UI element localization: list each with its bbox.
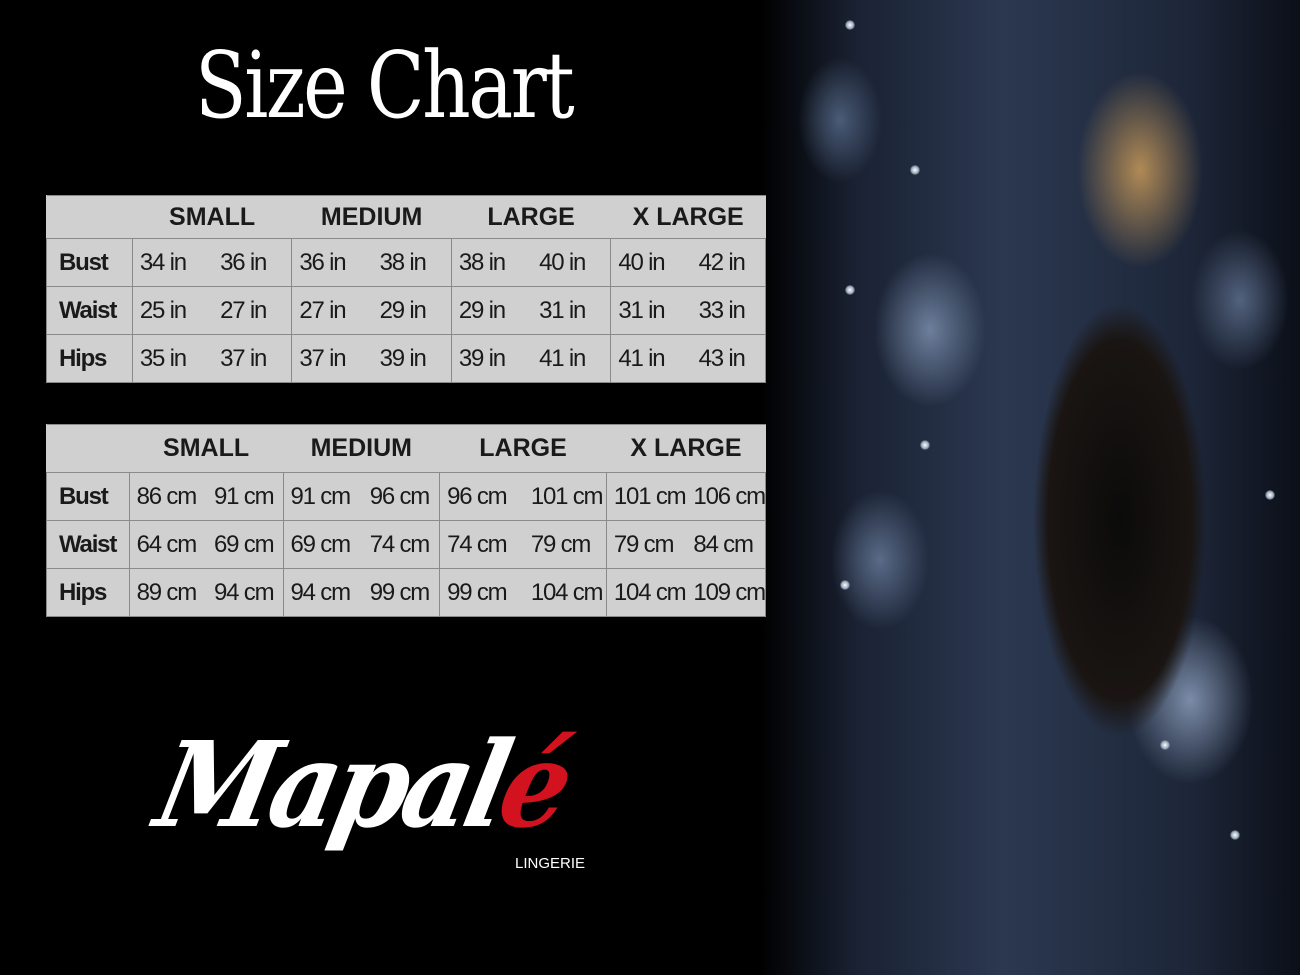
measurement-cell: 38 in — [371, 238, 452, 287]
measurement-cell: 99 cm — [361, 568, 441, 617]
table-row: Hips 35 in 37 in 37 in 39 in 39 in 41 in 41 in 4… — [46, 334, 766, 383]
measurement-cell: 40 in — [610, 238, 691, 287]
tufted-button — [910, 165, 920, 175]
measurement-cell: 96 cm — [439, 472, 523, 521]
table-row: Hips 89 cm 94 cm 94 cm 99 cm 99 cm 104 cm 104 c… — [46, 568, 766, 617]
table-row: Bust 34 in 36 in 36 in 38 in 38 in 40 in 40 in 4… — [46, 238, 766, 287]
size-header: MEDIUM — [291, 195, 452, 239]
tufted-button — [845, 285, 855, 295]
measurement-cell: 94 cm — [206, 568, 284, 617]
table-row: Waist 64 cm 69 cm 69 cm 74 cm 74 cm 79 cm 79 cm… — [46, 520, 767, 569]
measurement-cell: 94 cm — [282, 568, 362, 617]
tufted-button — [920, 440, 930, 450]
measurement-cell: 91 cm — [206, 472, 284, 521]
measurement-cell: 33 in — [690, 286, 766, 335]
row-label: Waist — [46, 286, 133, 335]
measurement-cell: 25 in — [131, 286, 213, 335]
measurement-cell: 106 cm — [685, 472, 766, 521]
measurement-cell: 31 in — [531, 286, 612, 335]
measurement-cell: 69 cm — [206, 520, 284, 569]
model-figure — [970, 40, 1270, 940]
measurement-cell: 39 in — [450, 334, 532, 383]
measurement-cell: 99 cm — [439, 568, 523, 617]
measurement-cell: 96 cm — [361, 472, 441, 521]
measurement-cell: 74 cm — [361, 520, 441, 569]
measurement-cell: 79 cm — [605, 520, 686, 569]
measurement-cell: 64 cm — [128, 520, 207, 569]
measurement-cell: 74 cm — [439, 520, 523, 569]
model-photo — [760, 0, 1300, 975]
size-header: SMALL — [132, 195, 292, 239]
tufted-button — [840, 580, 850, 590]
measurement-cell: 29 in — [371, 286, 452, 335]
measurement-cell: 39 in — [371, 334, 452, 383]
size-table-cm: SMALL MEDIUM LARGE X LARGE Bust 86 cm 91 cm 91 … — [46, 424, 766, 617]
row-label: Hips — [46, 334, 133, 383]
measurement-cell: 42 in — [690, 238, 766, 287]
row-label: Bust — [46, 472, 130, 521]
corner-cell — [46, 424, 130, 473]
size-header: LARGE — [451, 195, 611, 239]
measurement-cell: 101 cm — [522, 472, 607, 521]
header-row: SMALL MEDIUM LARGE X LARGE — [46, 424, 766, 473]
measurement-cell: 36 in — [212, 238, 293, 287]
measurement-cell: 86 cm — [128, 472, 207, 521]
corner-cell — [46, 195, 133, 239]
page-title: Size Chart — [195, 32, 575, 139]
measurement-cell: 37 in — [291, 334, 372, 383]
size-header: X LARGE — [610, 195, 766, 239]
brand-logo: Mapalé — [145, 715, 580, 854]
measurement-cell: 79 cm — [522, 520, 607, 569]
measurement-cell: 27 in — [291, 286, 372, 335]
header-row: SMALL MEDIUM LARGE X LARGE — [46, 195, 766, 239]
size-header: X LARGE — [606, 424, 766, 473]
measurement-cell: 109 cm — [685, 568, 766, 617]
size-header: MEDIUM — [283, 424, 440, 473]
size-header: LARGE — [439, 424, 607, 473]
measurement-cell: 27 in — [212, 286, 293, 335]
measurement-cell: 91 cm — [282, 472, 362, 521]
measurement-cell: 36 in — [291, 238, 372, 287]
measurement-cell: 89 cm — [128, 568, 207, 617]
measurement-cell: 34 in — [131, 238, 213, 287]
measurement-cell: 29 in — [450, 286, 532, 335]
measurement-cell: 40 in — [531, 238, 612, 287]
measurement-cell: 43 in — [690, 334, 766, 383]
logo-text: Mapal — [145, 715, 518, 854]
row-label: Bust — [46, 238, 133, 287]
table-row: Waist 25 in 27 in 27 in 29 in 29 in 31 in 31 in… — [46, 286, 766, 335]
measurement-cell: 101 cm — [605, 472, 687, 521]
brand-subtitle: LINGERIE — [515, 855, 586, 872]
measurement-cell: 104 cm — [522, 568, 607, 617]
row-label: Waist — [46, 520, 130, 569]
measurement-cell: 37 in — [212, 334, 293, 383]
measurement-cell: 69 cm — [282, 520, 362, 569]
size-header: SMALL — [129, 424, 284, 473]
measurement-cell: 104 cm — [605, 568, 687, 617]
measurement-cell: 38 in — [450, 238, 532, 287]
row-label: Hips — [46, 568, 130, 617]
measurement-cell: 31 in — [610, 286, 691, 335]
measurement-cell: 35 in — [131, 334, 213, 383]
measurement-cell: 41 in — [531, 334, 612, 383]
measurement-cell: 84 cm — [685, 520, 767, 569]
table-row: Bust 86 cm 91 cm 91 cm 96 cm 96 cm 101 cm 101 c… — [46, 472, 766, 521]
tufted-button — [845, 20, 855, 30]
tufted-button — [1265, 490, 1275, 500]
size-table-inches: SMALL MEDIUM LARGE X LARGE Bust 34 in 36 in 36 … — [46, 195, 766, 383]
measurement-cell: 41 in — [610, 334, 691, 383]
